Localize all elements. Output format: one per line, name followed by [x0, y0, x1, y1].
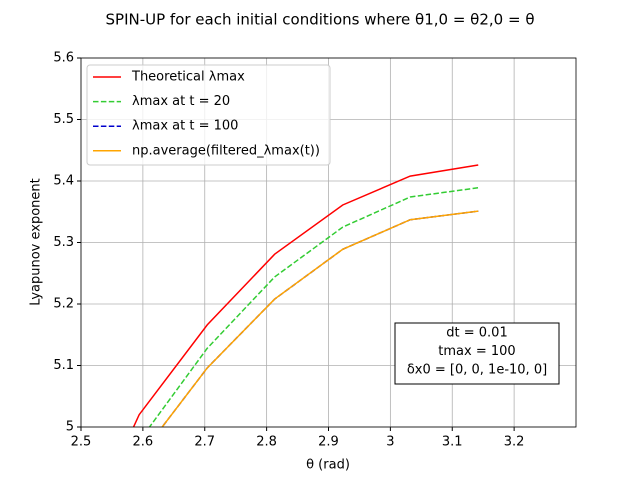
x-tick-label: 3	[386, 435, 394, 450]
y-tick-label: 5.6	[53, 51, 74, 66]
y-tick-label: 5.1	[53, 358, 74, 373]
legend-label: λmax at t = 100	[132, 119, 238, 134]
annotation-box	[394, 322, 560, 385]
chart-title: SPIN-UP for each initial conditions wher…	[106, 11, 535, 29]
series-line	[148, 187, 479, 427]
y-tick-label: 5	[66, 420, 74, 435]
series-line	[161, 210, 479, 427]
annotation-text: dt = 0.01	[446, 326, 507, 341]
x-tick-label: 3.2	[504, 435, 525, 450]
x-tick-label: 2.7	[194, 435, 215, 450]
x-tick-label: 2.8	[256, 435, 277, 450]
legend-label: np.average(filtered_λmax(t))	[132, 143, 320, 158]
y-axis-label: Lyapunov exponent	[29, 178, 44, 305]
y-tick-label: 5.2	[53, 297, 74, 312]
x-tick-label: 3.1	[442, 435, 463, 450]
x-tick-label: 2.9	[318, 435, 339, 450]
plot-frame	[80, 57, 577, 428]
annotation-text: δx0 = [0, 0, 1e-10, 0]	[407, 363, 547, 378]
x-tick-label: 2.5	[71, 435, 92, 450]
legend-label: λmax at t = 20	[132, 94, 230, 109]
legend: Theoretical λmax λmax at t = 20 λmax at t …	[86, 64, 331, 166]
plot-area	[132, 164, 479, 427]
annotation-text: tmax = 100	[438, 344, 515, 359]
annotation: dt = 0.01 tmax = 100 δx0 = [0, 0, 1e-10, 0…	[394, 322, 560, 385]
x-tick-label: 2.6	[133, 435, 154, 450]
legend-label: Theoretical λmax	[131, 70, 245, 85]
y-tick-label: 5.4	[53, 174, 74, 189]
y-tick-label: 5.3	[53, 235, 74, 250]
y-tick-label: 5.5	[53, 112, 74, 127]
x-axis-label: θ (rad)	[306, 458, 350, 473]
legend-box	[86, 64, 331, 166]
series-line	[132, 164, 479, 427]
